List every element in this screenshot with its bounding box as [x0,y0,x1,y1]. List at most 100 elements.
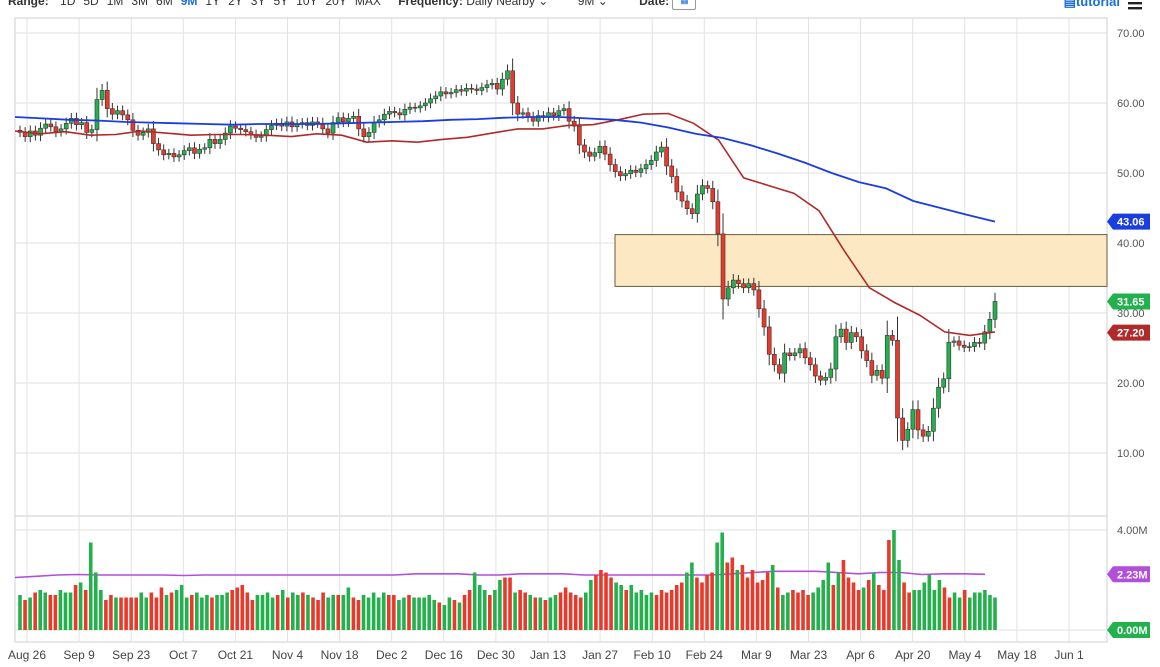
candle-body [972,342,977,347]
volume-bar [386,595,391,630]
volume-bar [402,597,406,630]
volume-bar [988,595,992,630]
volume-bar [371,592,376,630]
range-option-1m[interactable]: 1M [106,0,124,9]
volume-bar [493,590,497,630]
range-option-6m[interactable]: 6M [156,0,173,9]
frequency-dropdown[interactable]: Daily Nearby [466,0,535,9]
candle-body [715,201,721,235]
volume-bar [786,592,790,630]
volume-bar [63,592,68,630]
volume-bar [33,592,37,630]
candle-body [505,70,510,80]
period-dropdown[interactable]: 9M [577,0,595,9]
volume-bar [877,585,881,630]
volume-bar [53,595,58,630]
candle-body [854,332,859,338]
candle-body [992,301,998,320]
candle-body [222,132,228,140]
candle-body [207,139,213,149]
volume-bar [978,592,982,630]
candle-body [618,171,623,177]
volume-bar [619,585,623,630]
range-option-20y[interactable]: 20Y [325,0,347,9]
candle-body [807,357,813,366]
candle-body [772,353,777,366]
range-option-2y[interactable]: 2Y [228,0,243,9]
volume-ma-value-tag-text: 2.23M [1117,569,1148,581]
candle-body [130,119,136,131]
candle-body [700,185,705,195]
range-option-5y[interactable]: 5Y [273,0,289,9]
candle-body [115,110,120,115]
volume-bar [195,592,199,630]
candle-body [325,128,331,134]
candle-body [335,117,341,123]
volume-bar [503,577,507,630]
volume-bar [28,597,32,630]
candle-body [535,115,541,122]
volume-bar [962,590,967,630]
candle-body [515,102,521,115]
ma-long-value-tag-bg [1107,213,1150,230]
volume-bar [301,592,305,630]
candle-body [931,407,936,432]
candle-body [453,89,459,93]
candle-body [469,88,474,90]
volume-bar [462,595,467,630]
y-tick-label: 50.00 [1117,168,1145,180]
range-option-10y[interactable]: 10Y [296,0,318,9]
candle-body [69,118,74,124]
candle-body [607,153,613,165]
volume-bar [144,597,149,630]
calendar-icon[interactable]: ▦ [672,0,697,10]
candle-body [987,318,993,333]
candle-body [571,120,577,127]
range-option-5d[interactable]: 5D [83,0,99,9]
volume-bar [250,600,255,630]
volume-bar [508,577,512,630]
volume-bar [58,590,63,630]
tutorial-link[interactable]: ▤tutorial [1064,0,1120,10]
volume-bar [664,592,669,630]
menu-icon[interactable] [1128,0,1142,10]
range-option-3y[interactable]: 3Y [250,0,266,9]
chevron-down-icon[interactable]: ⌄ [597,0,608,9]
y-tick-label: 40.00 [1117,238,1145,250]
last-price-tag: 31.65 [1107,293,1150,310]
volume-bar [260,595,265,630]
volume-bar [993,597,997,630]
volume-bar [942,587,947,630]
volume-bar [139,592,144,630]
chevron-down-icon[interactable]: ⌄ [538,0,549,9]
range-option-1y[interactable]: 1Y [205,0,221,9]
volume-bar [821,580,826,630]
volume-bar [912,590,916,630]
x-tick-label: Dec 2 [376,648,408,662]
volume-bar [275,595,280,630]
volume-bar [624,590,629,630]
volume-bar [760,580,765,630]
range-option-max[interactable]: MAX [354,0,381,9]
candle-body [238,127,243,130]
candle-body [494,83,500,90]
candle-body [520,112,526,115]
candle-body [710,188,716,202]
candle-body [43,123,48,129]
range-option-9m[interactable]: 9M [180,0,198,9]
candle-body [135,130,141,136]
volume-bar [422,597,426,630]
volume-bar [811,592,815,630]
range-option-1d[interactable]: 1D [60,0,76,9]
candle-body [669,165,675,177]
ma-long-value-tag: 43.06 [1107,213,1150,230]
candle-body [766,326,772,355]
candle-body [366,132,372,137]
candle-body [181,150,187,156]
volume-bar [816,587,820,630]
volume-bar [169,592,174,630]
candle-body [402,109,408,116]
volume-bar [174,590,179,630]
candle-body [104,90,110,109]
range-option-3m[interactable]: 3M [131,0,149,9]
